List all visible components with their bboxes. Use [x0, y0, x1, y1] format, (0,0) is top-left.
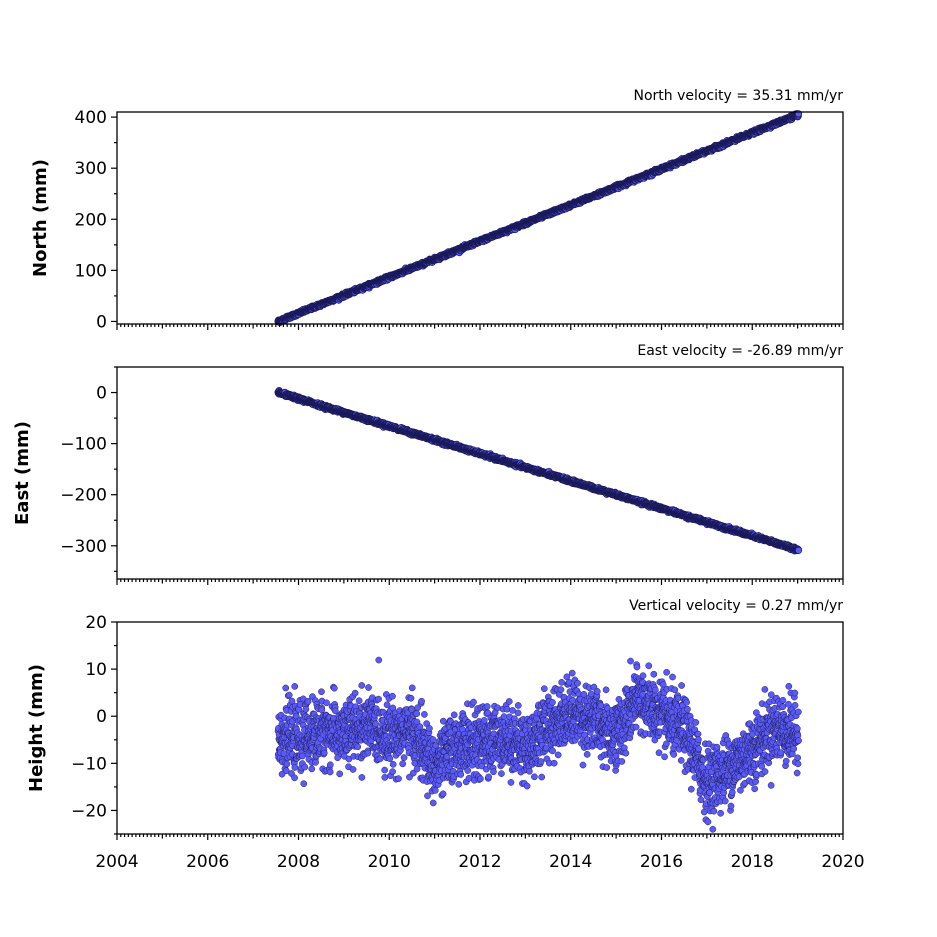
- east-velocity-label: East velocity = -26.89 mm/yr: [637, 343, 843, 359]
- north-y-axis: 0 100 200 300 400: [75, 108, 117, 332]
- y-tick-label: 400: [75, 108, 107, 128]
- north-x-ticks: [116, 324, 844, 330]
- y-tick-label: 300: [75, 159, 107, 179]
- north-data-points: [274, 110, 803, 326]
- east-panel: East velocity = -26.89 mm/yr 0−100−200−3…: [12, 343, 844, 585]
- east-data-points: [274, 386, 803, 555]
- north-y-axis-label: North (mm): [30, 159, 51, 277]
- y-tick-label: 0: [96, 312, 107, 332]
- north-velocity-label: North velocity = 35.31 mm/yr: [633, 88, 843, 104]
- y-tick-label: 100: [75, 261, 107, 281]
- north-panel: North velocity = 35.31 mm/yr 0 100 200 300 4…: [30, 88, 844, 332]
- y-tick-label: 200: [75, 210, 107, 230]
